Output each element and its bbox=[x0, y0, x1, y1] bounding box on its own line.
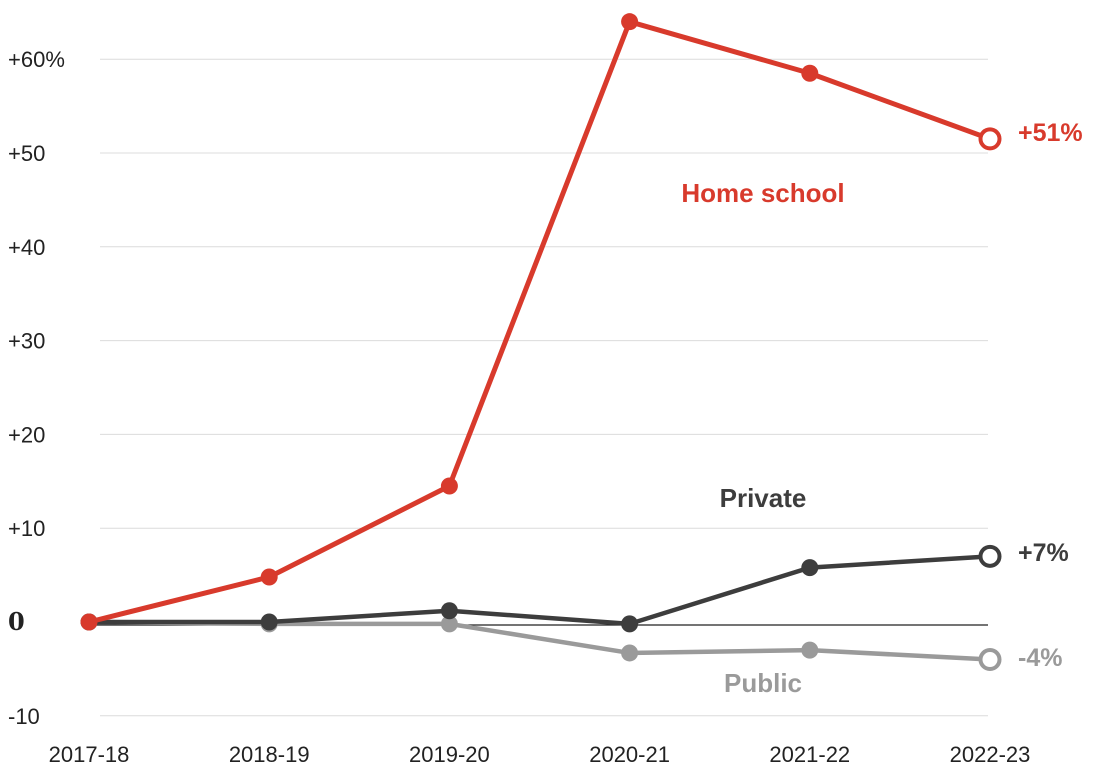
series-lines bbox=[80, 13, 1002, 672]
public-end-point bbox=[978, 648, 1002, 672]
private-data-point bbox=[260, 613, 278, 631]
x-axis-ticks: 2017-18 2018-19 2019-20 2020-21 2021-22 2022-… bbox=[49, 742, 1031, 767]
home-end-value-label: +51% bbox=[1018, 119, 1083, 147]
y-tick-label: +20 bbox=[8, 422, 45, 447]
private-end-point bbox=[978, 544, 1002, 568]
private-data-point bbox=[621, 615, 639, 633]
home-line bbox=[86, 19, 993, 625]
y-tick-label: +50 bbox=[8, 141, 45, 166]
private-series-label: Private bbox=[720, 483, 807, 513]
y-axis-ticks: -10 0 +10 +20 +30 +40 +50 +60% bbox=[8, 47, 65, 729]
home-data-point bbox=[801, 64, 819, 82]
home-data-point bbox=[260, 568, 278, 586]
home-series-label: Home school bbox=[681, 178, 844, 208]
public-end-value-label: -4% bbox=[1018, 644, 1062, 672]
public-line bbox=[86, 619, 993, 662]
public-data-point bbox=[621, 644, 639, 662]
series-labels: Public -4% Private +7% Home school +51% bbox=[681, 119, 1082, 698]
y-tick-label: +30 bbox=[8, 329, 45, 354]
x-tick-label: 2021-22 bbox=[769, 742, 850, 767]
private-line bbox=[86, 554, 993, 627]
home-data-point bbox=[440, 477, 458, 495]
public-data-point bbox=[440, 615, 458, 633]
public-data-point bbox=[801, 641, 819, 659]
home-data-point bbox=[621, 13, 639, 31]
x-tick-label: 2018-19 bbox=[229, 742, 310, 767]
home-end-point bbox=[978, 127, 1002, 151]
public-series-label: Public bbox=[724, 668, 802, 698]
home-data-point bbox=[80, 613, 98, 631]
series-home bbox=[80, 13, 1002, 631]
x-tick-label: 2022-23 bbox=[950, 742, 1031, 767]
y-tick-label: +60% bbox=[8, 47, 65, 72]
private-end-value-label: +7% bbox=[1018, 539, 1069, 567]
y-tick-label: 0 bbox=[8, 607, 25, 636]
private-data-point bbox=[440, 602, 458, 620]
private-data-point bbox=[801, 559, 819, 577]
y-tick-label: -10 bbox=[8, 704, 40, 729]
y-tick-label: +40 bbox=[8, 235, 45, 260]
x-tick-label: 2017-18 bbox=[49, 742, 130, 767]
y-tick-label: +10 bbox=[8, 516, 45, 541]
x-tick-label: 2020-21 bbox=[589, 742, 670, 767]
x-tick-label: 2019-20 bbox=[409, 742, 490, 767]
